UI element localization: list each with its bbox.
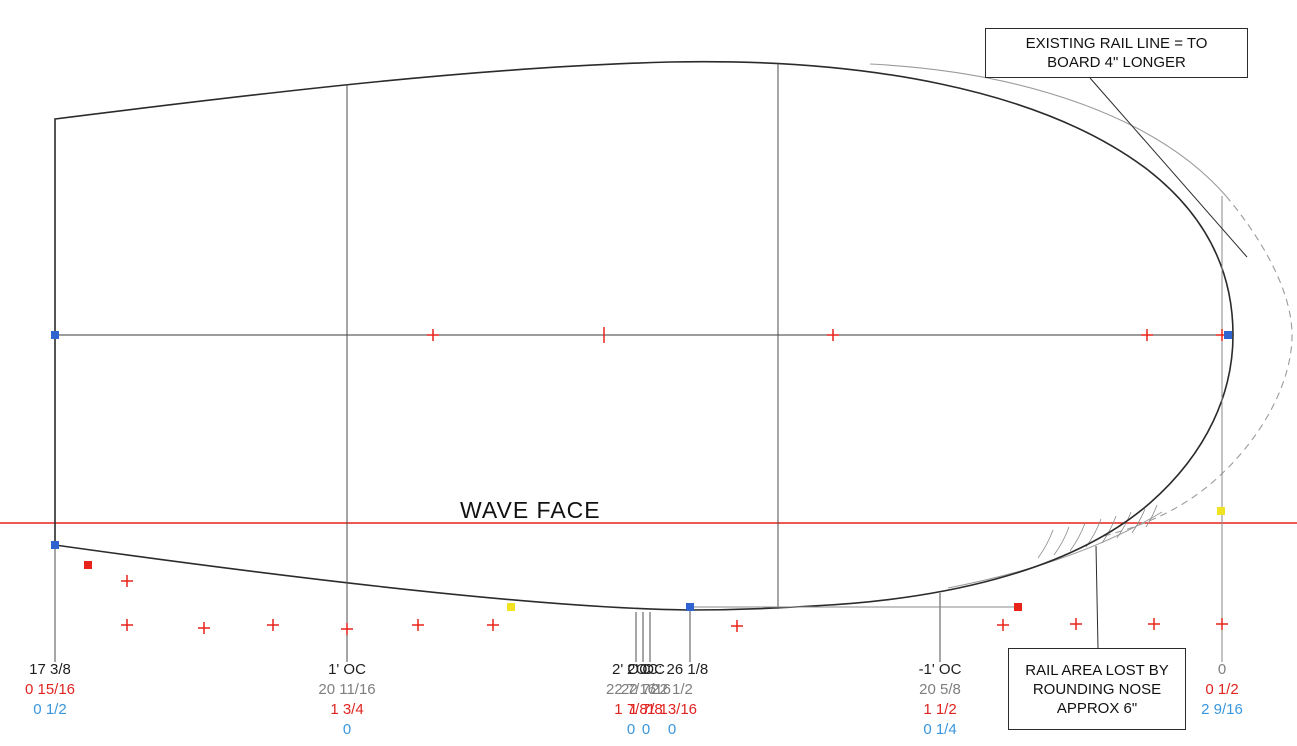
measurement-stack-center-b: 2' OC 22 7/16 1 7/8 0 bbox=[621, 660, 671, 740]
measurement-value: 1 3/4 bbox=[330, 701, 364, 718]
board-outline bbox=[54, 60, 1234, 611]
hatch-line bbox=[1053, 526, 1070, 556]
crosshair-marker bbox=[1069, 617, 1083, 631]
measurement-value: 22 7/16 bbox=[620, 681, 672, 698]
measurement-value: 17 3/8 bbox=[29, 661, 71, 678]
measurement-value: OC: 26 1/8 bbox=[635, 661, 709, 678]
callout-text-line: RAIL AREA LOST BY bbox=[1025, 661, 1169, 679]
measurement-value: 1 13/16 bbox=[646, 701, 698, 718]
crosshair-marker bbox=[426, 328, 440, 342]
measurement-value: 22 1/2 bbox=[651, 681, 693, 698]
crosshair-marker bbox=[826, 328, 840, 342]
hatch-line bbox=[1116, 511, 1132, 539]
existing-outline-top bbox=[869, 63, 1227, 197]
crosshair-marker bbox=[1140, 328, 1154, 342]
blue-control-point bbox=[51, 331, 59, 339]
callout-text-line: APPROX 6" bbox=[1056, 699, 1138, 717]
measurement-value: 0 bbox=[667, 721, 677, 738]
hatch-line bbox=[1037, 529, 1054, 559]
red-control-point bbox=[84, 561, 92, 569]
hatch-line bbox=[1101, 515, 1117, 544]
crosshair-marker bbox=[197, 621, 211, 635]
crosshair-marker bbox=[730, 619, 744, 633]
callout-text-line: BOARD 4" LONGER bbox=[1047, 54, 1186, 71]
measurement-value: 2' OC bbox=[627, 661, 665, 678]
measurement-value: 1 1/2 bbox=[923, 701, 957, 718]
measurement-stack-center-a: 2' OC 22 7/16 1 7/8 0 bbox=[606, 660, 656, 740]
crosshair-markers bbox=[120, 327, 1229, 636]
hatch-line bbox=[1131, 508, 1146, 534]
existing-outline-dashed-nose bbox=[1099, 195, 1293, 538]
measurement-stack-1ft-oc: 1' OC 20 11/16 1 3/4 0 bbox=[318, 660, 375, 740]
leader-existing-rail bbox=[1089, 77, 1248, 258]
crosshair-marker bbox=[996, 618, 1010, 632]
hatch-lines bbox=[1037, 504, 1158, 559]
measurement-value: 0 bbox=[1217, 661, 1227, 678]
measurement-value: 20 5/8 bbox=[919, 681, 961, 698]
crosshair-marker bbox=[120, 618, 134, 632]
callout-text-line: EXISTING RAIL LINE = TO bbox=[1025, 35, 1208, 52]
crosshair-marker bbox=[411, 618, 425, 632]
measurement-value: 22 7/16 bbox=[605, 681, 657, 698]
yellow-control-point bbox=[507, 603, 515, 611]
hatch-line bbox=[1069, 522, 1086, 552]
crosshair-marker bbox=[120, 574, 134, 588]
measurement-stack-tail: 17 3/8 0 15/16 0 1/2 bbox=[25, 660, 75, 720]
measurement-value: 20 11/16 bbox=[318, 681, 376, 698]
measurement-value: 0 bbox=[641, 721, 651, 738]
blue-control-point bbox=[51, 541, 59, 549]
measurement-value: 2 9/16 bbox=[1201, 701, 1243, 718]
measurement-value: 1' OC bbox=[328, 661, 366, 678]
measurement-value: 0 bbox=[342, 721, 352, 738]
measurement-value: 0 bbox=[626, 721, 636, 738]
crosshair-marker bbox=[1147, 617, 1161, 631]
measurement-value: 0 1/2 bbox=[1205, 681, 1239, 698]
wave-face-label: WAVE FACE bbox=[460, 497, 601, 523]
yellow-control-point bbox=[1217, 507, 1225, 515]
measurement-value: -1' OC bbox=[918, 661, 962, 678]
measurement-value: 1 7/8 bbox=[614, 701, 648, 718]
hatch-line bbox=[1145, 504, 1158, 528]
measurement-value: 1 7/8 bbox=[629, 701, 663, 718]
red-control-point bbox=[1014, 603, 1022, 611]
blue-control-point bbox=[686, 603, 694, 611]
crosshair-marker bbox=[486, 618, 500, 632]
measurement-value: 0 1/2 bbox=[33, 701, 67, 718]
measurement-value: 2' OC bbox=[612, 661, 650, 678]
measurement-value: 0 1/4 bbox=[923, 721, 957, 738]
measurement-stack-center-c: OC: 26 1/8 22 1/2 1 13/16 0 bbox=[636, 660, 709, 740]
leader-rail-area-lost bbox=[1095, 545, 1099, 649]
callout-existing-rail-line: EXISTING RAIL LINE = TO BOARD 4" LONGER bbox=[985, 28, 1248, 78]
blue-control-point bbox=[1224, 331, 1232, 339]
callout-rail-area-lost: RAIL AREA LOST BY ROUNDING NOSE APPROX 6… bbox=[1008, 648, 1186, 730]
crosshair-marker bbox=[1215, 617, 1229, 631]
callout-text-line: ROUNDING NOSE bbox=[1032, 680, 1162, 698]
crosshair-marker bbox=[340, 622, 354, 636]
crosshair-marker bbox=[266, 618, 280, 632]
measurement-stack-neg1ft-oc: -1' OC 20 5/8 1 1/2 0 1/4 bbox=[919, 660, 962, 740]
measurement-stack-nose: 0 0 1/2 2 9/16 bbox=[1201, 660, 1243, 720]
measurement-value: 0 15/16 bbox=[24, 681, 76, 698]
